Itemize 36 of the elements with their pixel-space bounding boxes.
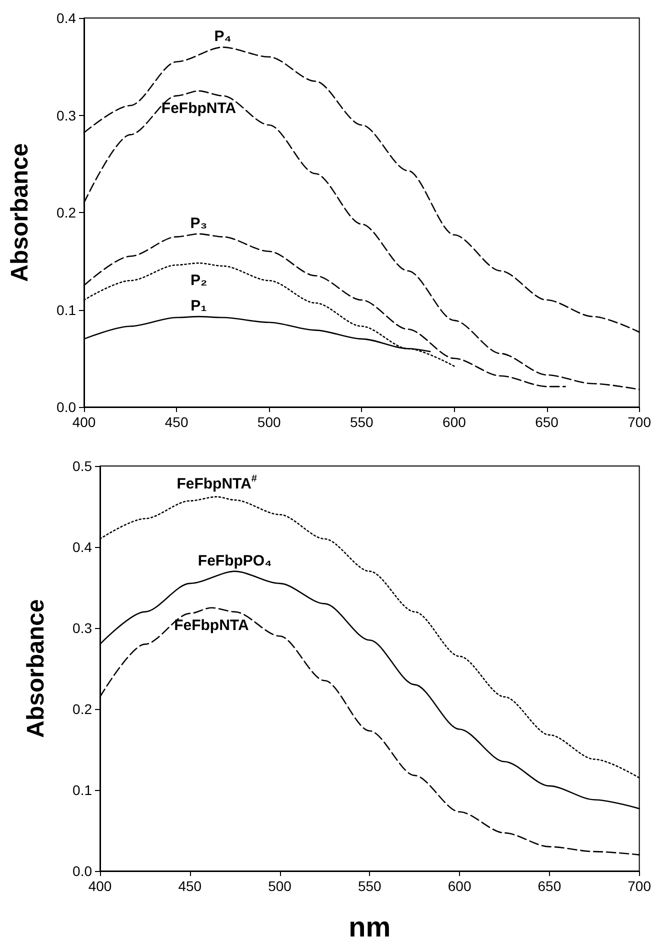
- y-tick-label: 0.2: [56, 204, 76, 220]
- x-tick-label: 700: [628, 878, 652, 894]
- y-tick-label: 0.1: [56, 302, 76, 318]
- y-tick-label: 0.4: [56, 10, 76, 26]
- y-tick-label: 0.1: [72, 782, 92, 798]
- y-axis-title: Absorbance: [6, 143, 34, 282]
- x-tick-label: 600: [442, 414, 466, 430]
- y-axis-title: Absorbance: [22, 599, 50, 738]
- series-label: FeFbpNTA: [174, 616, 249, 634]
- series-label: FeFbpNTA#: [176, 473, 258, 492]
- x-tick-label: 400: [88, 878, 112, 894]
- x-tick-label: 450: [178, 878, 202, 894]
- x-tick-label: 650: [535, 414, 559, 430]
- series-label: P₄: [214, 28, 232, 46]
- x-tick-label: 450: [164, 414, 188, 430]
- series-label: P₁: [190, 298, 207, 315]
- series-label: FeFbpPO₄: [198, 552, 272, 570]
- x-tick-label: 650: [538, 878, 562, 894]
- y-tick-label: 0.2: [72, 701, 92, 717]
- x-tick-label: 400: [72, 414, 96, 430]
- x-tick-label: 500: [268, 878, 292, 894]
- series-label: P₃: [190, 214, 208, 232]
- y-tick-label: 0.0: [56, 399, 76, 415]
- x-tick-label: 600: [448, 878, 472, 894]
- y-tick-label: 0.5: [72, 458, 92, 474]
- y-tick-label: 0.3: [56, 107, 76, 124]
- y-tick-label: 0.0: [72, 863, 92, 879]
- y-tick-label: 0.4: [72, 539, 92, 555]
- x-tick-label: 700: [628, 414, 652, 430]
- x-tick-label: 550: [350, 414, 374, 430]
- x-tick-label: 500: [257, 414, 281, 430]
- y-tick-label: 0.3: [72, 620, 92, 636]
- x-tick-label: 550: [358, 878, 382, 894]
- x-axis-title: nm: [348, 912, 391, 942]
- series-label: FeFbpNTA: [161, 100, 236, 117]
- series-label: P₂: [190, 272, 208, 290]
